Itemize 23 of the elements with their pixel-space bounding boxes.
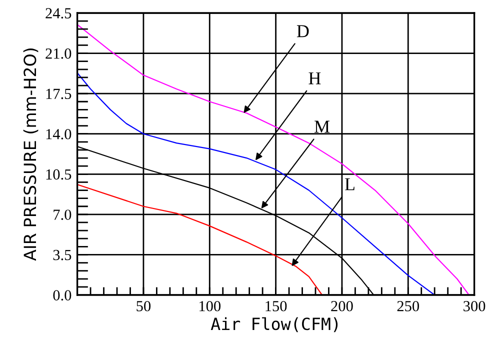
line-series <box>77 24 470 295</box>
x-tick-label: 250 <box>397 300 420 312</box>
annotation: M <box>314 120 330 133</box>
x-tick-label: 150 <box>266 300 287 312</box>
y-axis-title: AIR PRESSURE (mm-H2O) <box>23 48 38 261</box>
y-tick-label: 10.5 <box>46 169 72 180</box>
y-tick-label: 0.0 <box>53 290 72 301</box>
line-series <box>77 72 436 295</box>
x-tick-label: 50 <box>136 300 151 312</box>
annotation: H <box>308 72 321 84</box>
y-tick-label: 7.0 <box>54 210 72 220</box>
line-series <box>77 184 323 295</box>
y-tick-label: 14.0 <box>46 129 72 140</box>
x-tick-label: 200 <box>331 300 353 312</box>
annotation: L <box>344 178 354 190</box>
y-tick-label: 24.5 <box>46 8 72 19</box>
y-tick-label: 3.5 <box>53 250 72 260</box>
x-tick-label: 300 <box>464 300 486 312</box>
x-axis-title: Air Flow(CFM) <box>210 317 338 332</box>
y-tick-label: 17.5 <box>46 88 72 100</box>
annotation: D <box>296 25 309 38</box>
y-tick-label: 21.0 <box>46 48 72 59</box>
x-tick-label: 100 <box>200 300 221 312</box>
